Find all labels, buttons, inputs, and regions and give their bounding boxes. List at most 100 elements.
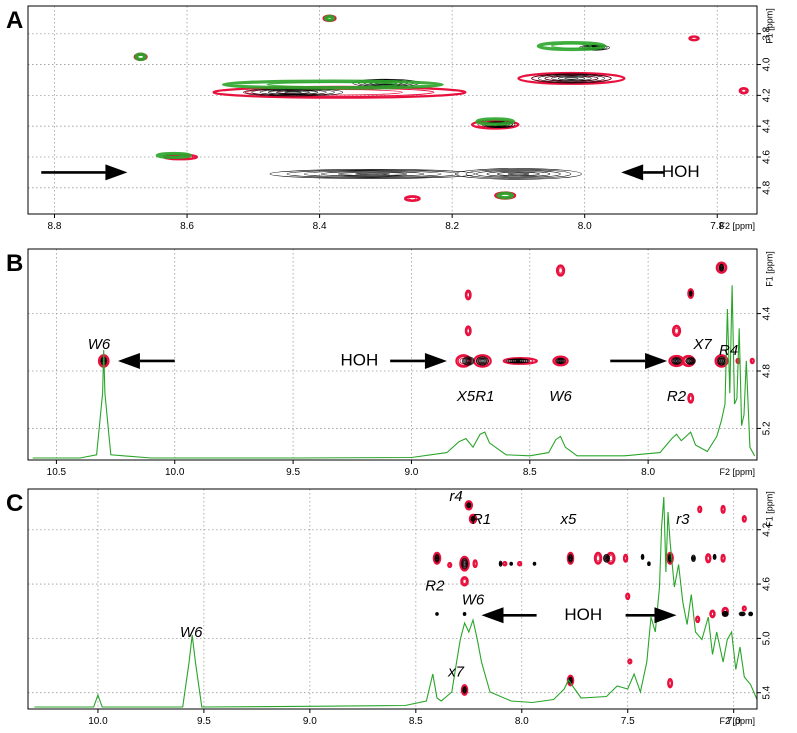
peak-black: [568, 553, 573, 563]
peak-black: [498, 560, 503, 567]
peak-green: [323, 14, 336, 22]
x-tick-label: 9.5: [286, 467, 300, 478]
peak-red: [720, 504, 726, 514]
x-axis: 10.5 10.0 9.5 9.0 8.5 8.0 F2 [ppm]: [47, 460, 755, 478]
spectrum-1d-trace: [32, 285, 756, 459]
x-tick-label: 8.8: [48, 221, 62, 232]
y-tick-label: 3.8: [762, 26, 773, 40]
peak-red: [697, 505, 703, 514]
peak-annotation: W6: [180, 624, 203, 641]
peak-black: [462, 356, 475, 366]
contour-peaks: [432, 500, 754, 696]
x-tick-label: 8.6: [180, 221, 194, 232]
peak-black: [555, 357, 566, 365]
peak-annotation: X7: [692, 336, 712, 353]
y-axis: 4.4 4.8 5.2 F1 [ppm]: [757, 251, 774, 435]
x-tick-label: 7.0: [727, 716, 741, 727]
peak-red: [688, 35, 700, 42]
peak-black: [688, 290, 693, 297]
peak-annotation: W6: [88, 336, 111, 353]
contour-peaks: [97, 261, 755, 404]
x-axis-label: F2 [ppm]: [719, 716, 755, 726]
x-axis-label: F2 [ppm]: [719, 221, 755, 231]
peak-red: [622, 553, 629, 563]
plot-frame: [27, 248, 758, 461]
peak-annotation: R2: [425, 578, 445, 595]
y-tick-label: 4.2: [762, 522, 773, 536]
y-tick-label: 4.6: [762, 150, 773, 164]
peak-annotation: R1: [472, 511, 491, 528]
arrow-right: [41, 164, 128, 181]
peak-black: [470, 515, 476, 522]
peak-red: [749, 357, 755, 365]
peak-black: [269, 169, 476, 179]
peak-black: [455, 168, 582, 180]
peak-green: [221, 79, 444, 90]
peak-black: [462, 611, 467, 616]
x-tick-label: 10.0: [88, 716, 108, 727]
x-tick-label: 8.4: [313, 221, 327, 232]
peak-black: [721, 610, 729, 617]
hoh-label: HOH: [340, 350, 378, 369]
peak-black: [466, 502, 472, 509]
y-tick-label: 5.2: [762, 421, 773, 435]
y-axis: 4.2 4.6 5.0 5.4 F1 [ppm]: [757, 491, 774, 700]
peak-red: [460, 576, 469, 587]
peak-red: [738, 86, 749, 95]
panel-label: C: [6, 490, 23, 517]
y-tick-label: 4.4: [762, 119, 773, 133]
gridlines: [28, 6, 757, 214]
contour-peaks: [133, 14, 749, 203]
peak-red: [447, 561, 453, 569]
peak-black: [738, 611, 746, 617]
y-tick-label: 5.0: [762, 631, 773, 645]
peak-annotation: x5: [559, 511, 577, 528]
peak-red: [671, 324, 682, 337]
x-tick-label: 8.0: [578, 221, 592, 232]
arrow-left: [621, 164, 665, 181]
peak-black: [532, 561, 537, 566]
peak-black: [509, 561, 513, 566]
peak-black: [748, 611, 754, 617]
peak-black: [647, 561, 651, 567]
y-tick-label: 5.4: [762, 685, 773, 699]
peak-black: [712, 553, 717, 560]
panel-label: B: [6, 250, 23, 277]
gridlines: [28, 489, 757, 709]
y-axis-label: F1 [ppm]: [764, 491, 774, 527]
peak-annotation: W6: [462, 591, 485, 608]
peak-black: [603, 553, 611, 563]
peak-red: [687, 392, 695, 404]
y-tick-label: 4.8: [762, 364, 773, 378]
y-axis: 3.8 4.0 4.2 4.4 4.6 4.8 F1 [ppm]: [757, 8, 774, 195]
peak-annotation: R1: [475, 388, 494, 405]
peak-red: [464, 325, 472, 337]
peak-red: [403, 195, 421, 203]
x-tick-label: 7.8: [710, 221, 724, 232]
peak-annotation: r4: [449, 488, 462, 505]
x-tick-label: 10.0: [165, 467, 185, 478]
peak-red: [517, 560, 523, 567]
x-axis: 10.0 9.5 9.0 8.5 8.0 7.5 7.0F2 [ppm]: [88, 709, 755, 727]
hoh-label: HOH: [564, 605, 602, 624]
plot-frame: [27, 5, 758, 215]
peak-annotation: R4: [719, 342, 738, 359]
peak-black: [640, 553, 645, 560]
peak-black: [434, 553, 440, 563]
peak-red: [627, 658, 633, 665]
peak-red: [625, 592, 631, 601]
x-tick-label: 8.0: [515, 716, 529, 727]
y-tick-label: 4.0: [762, 57, 773, 71]
x-tick-label: 8.5: [523, 467, 537, 478]
peak-red: [502, 560, 508, 567]
peak-black: [505, 358, 531, 364]
peak-red: [593, 551, 603, 565]
arrow-left: [117, 352, 175, 369]
x-tick-label: 9.5: [197, 716, 211, 727]
peak-annotation: r3: [676, 511, 690, 528]
panel-a: 8.8 8.6 8.4 8.2 8.0 7.8F2 [ppm] 3.8 4.0 4.2 4.4 4.…: [6, 5, 774, 232]
peak-black: [461, 557, 469, 570]
peak-red: [555, 264, 566, 277]
peak-red: [705, 553, 712, 564]
